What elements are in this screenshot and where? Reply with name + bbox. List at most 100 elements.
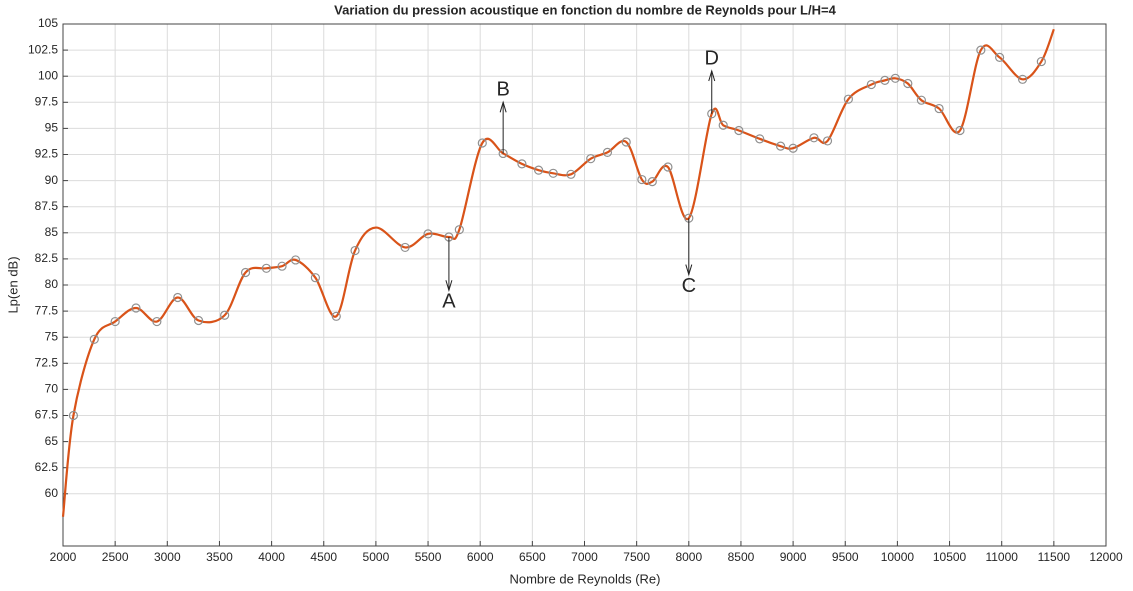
marker xyxy=(647,177,657,187)
x-tick-label: 3500 xyxy=(206,550,233,564)
y-tick-label: 100 xyxy=(38,68,58,82)
annotation-label: A xyxy=(442,291,456,313)
x-tick-label: 8500 xyxy=(728,550,755,564)
x-tick-label: 6500 xyxy=(519,550,546,564)
arrow-head xyxy=(685,264,693,277)
marker xyxy=(788,143,798,153)
annotation-label: D xyxy=(705,47,719,69)
x-tick-label: 6000 xyxy=(467,550,494,564)
marker xyxy=(934,103,944,114)
marker xyxy=(68,410,79,421)
y-tick-label: 102.5 xyxy=(28,42,58,56)
marker xyxy=(193,315,204,326)
y-tick-label: 75 xyxy=(45,329,59,343)
x-tick-label: 2000 xyxy=(50,550,77,564)
y-tick-label: 85 xyxy=(45,225,59,239)
marker xyxy=(534,165,544,175)
x-tick-label: 8000 xyxy=(675,550,702,564)
x-tick-label: 4000 xyxy=(258,550,285,564)
x-tick-label: 10000 xyxy=(881,550,915,564)
y-tick-label: 65 xyxy=(45,434,59,448)
marker xyxy=(843,94,853,104)
annotation-label: B xyxy=(496,79,509,101)
marker xyxy=(995,52,1005,63)
x-tick-label: 11000 xyxy=(985,550,1018,564)
y-tick-label: 92.5 xyxy=(35,147,59,161)
marker xyxy=(110,316,120,327)
marker xyxy=(566,169,576,179)
marker xyxy=(1017,74,1028,84)
x-tick-label: 7500 xyxy=(623,550,650,564)
marker xyxy=(261,263,271,273)
marker xyxy=(220,310,230,320)
marker xyxy=(131,303,141,313)
marker xyxy=(866,79,876,90)
marker xyxy=(290,255,301,265)
x-tick-label: 12000 xyxy=(1089,550,1123,564)
y-tick-label: 80 xyxy=(45,277,59,291)
x-tick-label: 7000 xyxy=(571,550,598,564)
marker xyxy=(310,273,321,283)
marker xyxy=(89,334,99,344)
marker xyxy=(454,225,464,235)
y-tick-label: 97.5 xyxy=(35,94,59,108)
y-tick-label: 60 xyxy=(45,486,59,500)
x-tick-label: 10500 xyxy=(933,550,967,564)
marker xyxy=(663,162,673,172)
marker xyxy=(173,292,183,303)
marker xyxy=(602,147,613,158)
marker xyxy=(775,141,786,151)
marker xyxy=(809,133,819,143)
y-tick-label: 72.5 xyxy=(35,355,59,369)
marker xyxy=(517,159,527,169)
marker xyxy=(880,75,890,85)
y-tick-label: 67.5 xyxy=(35,408,59,422)
chart-title: Variation du pression acoustique en fonc… xyxy=(334,2,836,17)
y-tick-label: 95 xyxy=(45,121,59,135)
marker xyxy=(548,168,558,178)
y-tick-label: 70 xyxy=(45,382,59,396)
y-tick-label: 90 xyxy=(45,173,59,187)
marker xyxy=(718,120,728,130)
x-axis-label: Nombre de Reynolds (Re) xyxy=(509,571,660,586)
plot-border xyxy=(62,23,1107,547)
marker xyxy=(331,311,341,321)
y-tick-label: 82.5 xyxy=(35,251,59,265)
x-tick-label: 9500 xyxy=(832,550,859,564)
marker xyxy=(916,95,926,105)
marker xyxy=(822,136,833,146)
marker xyxy=(903,78,913,89)
marker xyxy=(400,242,410,253)
marker xyxy=(350,245,360,256)
x-tick-label: 3000 xyxy=(154,550,181,564)
marker xyxy=(734,125,744,136)
marker xyxy=(637,174,647,185)
marker xyxy=(955,125,965,136)
marker xyxy=(423,229,433,239)
y-axis-label: Lp(en dB) xyxy=(5,256,20,313)
y-tick-label: 62.5 xyxy=(35,460,59,474)
marker xyxy=(477,138,487,148)
x-tick-label: 11500 xyxy=(1038,550,1071,564)
y-tick-label: 77.5 xyxy=(35,303,59,317)
arrow-head xyxy=(445,280,453,292)
annotation-label: C xyxy=(682,275,696,297)
arrow-head xyxy=(499,100,507,113)
y-tick-label: 105 xyxy=(38,16,58,30)
marker xyxy=(277,261,287,271)
marker xyxy=(1036,56,1046,67)
arrow-head xyxy=(708,69,716,82)
marker xyxy=(240,267,251,278)
marker xyxy=(152,316,162,327)
x-tick-label: 9000 xyxy=(780,550,807,564)
marker xyxy=(621,137,631,147)
x-tick-label: 5000 xyxy=(363,550,390,564)
marker xyxy=(755,134,765,144)
x-tick-label: 4500 xyxy=(310,550,337,564)
marker xyxy=(890,73,900,83)
marker xyxy=(976,45,986,55)
x-tick-label: 5500 xyxy=(415,550,442,564)
y-tick-label: 87.5 xyxy=(35,199,59,213)
x-tick-label: 2500 xyxy=(102,550,129,564)
